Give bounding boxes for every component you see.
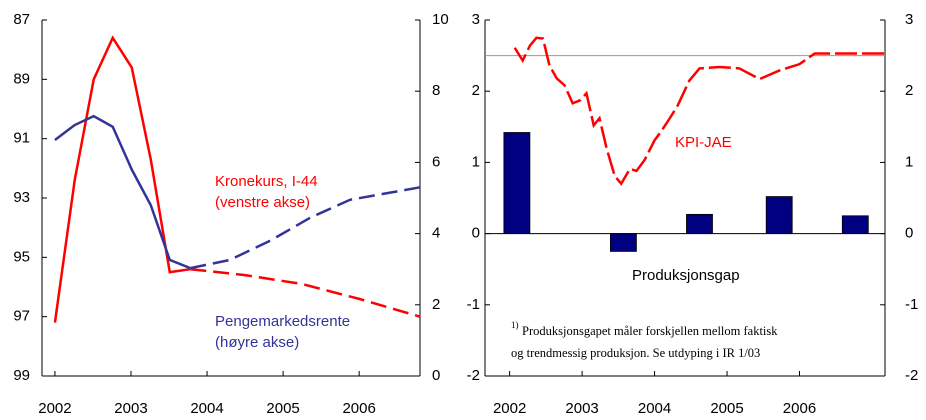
series-note: (venstre akse) (215, 194, 310, 211)
series-note: (høyre akse) (215, 334, 299, 351)
x-tick-label: 2003 (114, 400, 147, 417)
x-tick-label: 2003 (565, 400, 598, 417)
y2-tick-label: 2 (905, 82, 913, 99)
x-tick-label: 2004 (190, 400, 223, 417)
y-tick-label: 2 (472, 82, 480, 99)
series-label: Pengemarkedsrente (215, 313, 350, 330)
x-tick-label: 2005 (710, 400, 743, 417)
bar (686, 213, 713, 235)
y-tick-label: 93 (13, 189, 30, 206)
series-label: Kronekurs, I-44 (215, 173, 318, 190)
y-tick-label: 87 (13, 11, 30, 28)
y2-tick-label: 4 (432, 225, 440, 242)
line (54, 114, 191, 270)
projection-line (190, 267, 421, 318)
y2-tick-label: 6 (432, 153, 440, 170)
y-tick-label: 89 (13, 70, 30, 87)
y-tick-label: 1 (472, 153, 480, 170)
y2-tick-label: 0 (432, 367, 440, 384)
bar (765, 196, 793, 235)
series-label: KPI-JAE (675, 134, 732, 151)
y-tick-label: 3 (472, 11, 480, 28)
footnote-marker: 1) (511, 320, 519, 330)
y2-tick-label: -2 (905, 367, 918, 384)
y-tick-label: -2 (467, 367, 480, 384)
y-tick-label: 95 (13, 248, 30, 265)
y2-tick-label: 2 (432, 296, 440, 313)
y-tick-label: 99 (13, 367, 30, 384)
line (513, 36, 885, 186)
projection-line (190, 186, 421, 270)
x-tick-label: 2006 (342, 400, 375, 417)
y-tick-label: 91 (13, 130, 30, 147)
footnote: og trendmessig produksjon. Se utdyping i… (511, 346, 760, 360)
x-tick-label: 2002 (38, 400, 71, 417)
y2-tick-label: 8 (432, 82, 440, 99)
x-tick-label: 2005 (266, 400, 299, 417)
y2-tick-label: 1 (905, 153, 913, 170)
y2-tick-label: 10 (432, 11, 449, 28)
y-tick-label: 0 (472, 225, 480, 242)
footnote: Produksjonsgapet måler forskjellen mello… (522, 324, 778, 338)
x-tick-label: 2004 (638, 400, 671, 417)
bar (841, 215, 869, 235)
bar (503, 132, 531, 234)
x-tick-label: 2002 (493, 400, 526, 417)
y2-tick-label: -1 (905, 296, 918, 313)
series-label: Produksjonsgap (632, 267, 740, 284)
x-tick-label: 2006 (783, 400, 816, 417)
y2-tick-label: 0 (905, 225, 913, 242)
y-tick-label: -1 (467, 296, 480, 313)
y2-tick-label: 3 (905, 11, 913, 28)
line (53, 35, 191, 323)
bar (610, 233, 637, 252)
y-tick-label: 97 (13, 308, 30, 325)
